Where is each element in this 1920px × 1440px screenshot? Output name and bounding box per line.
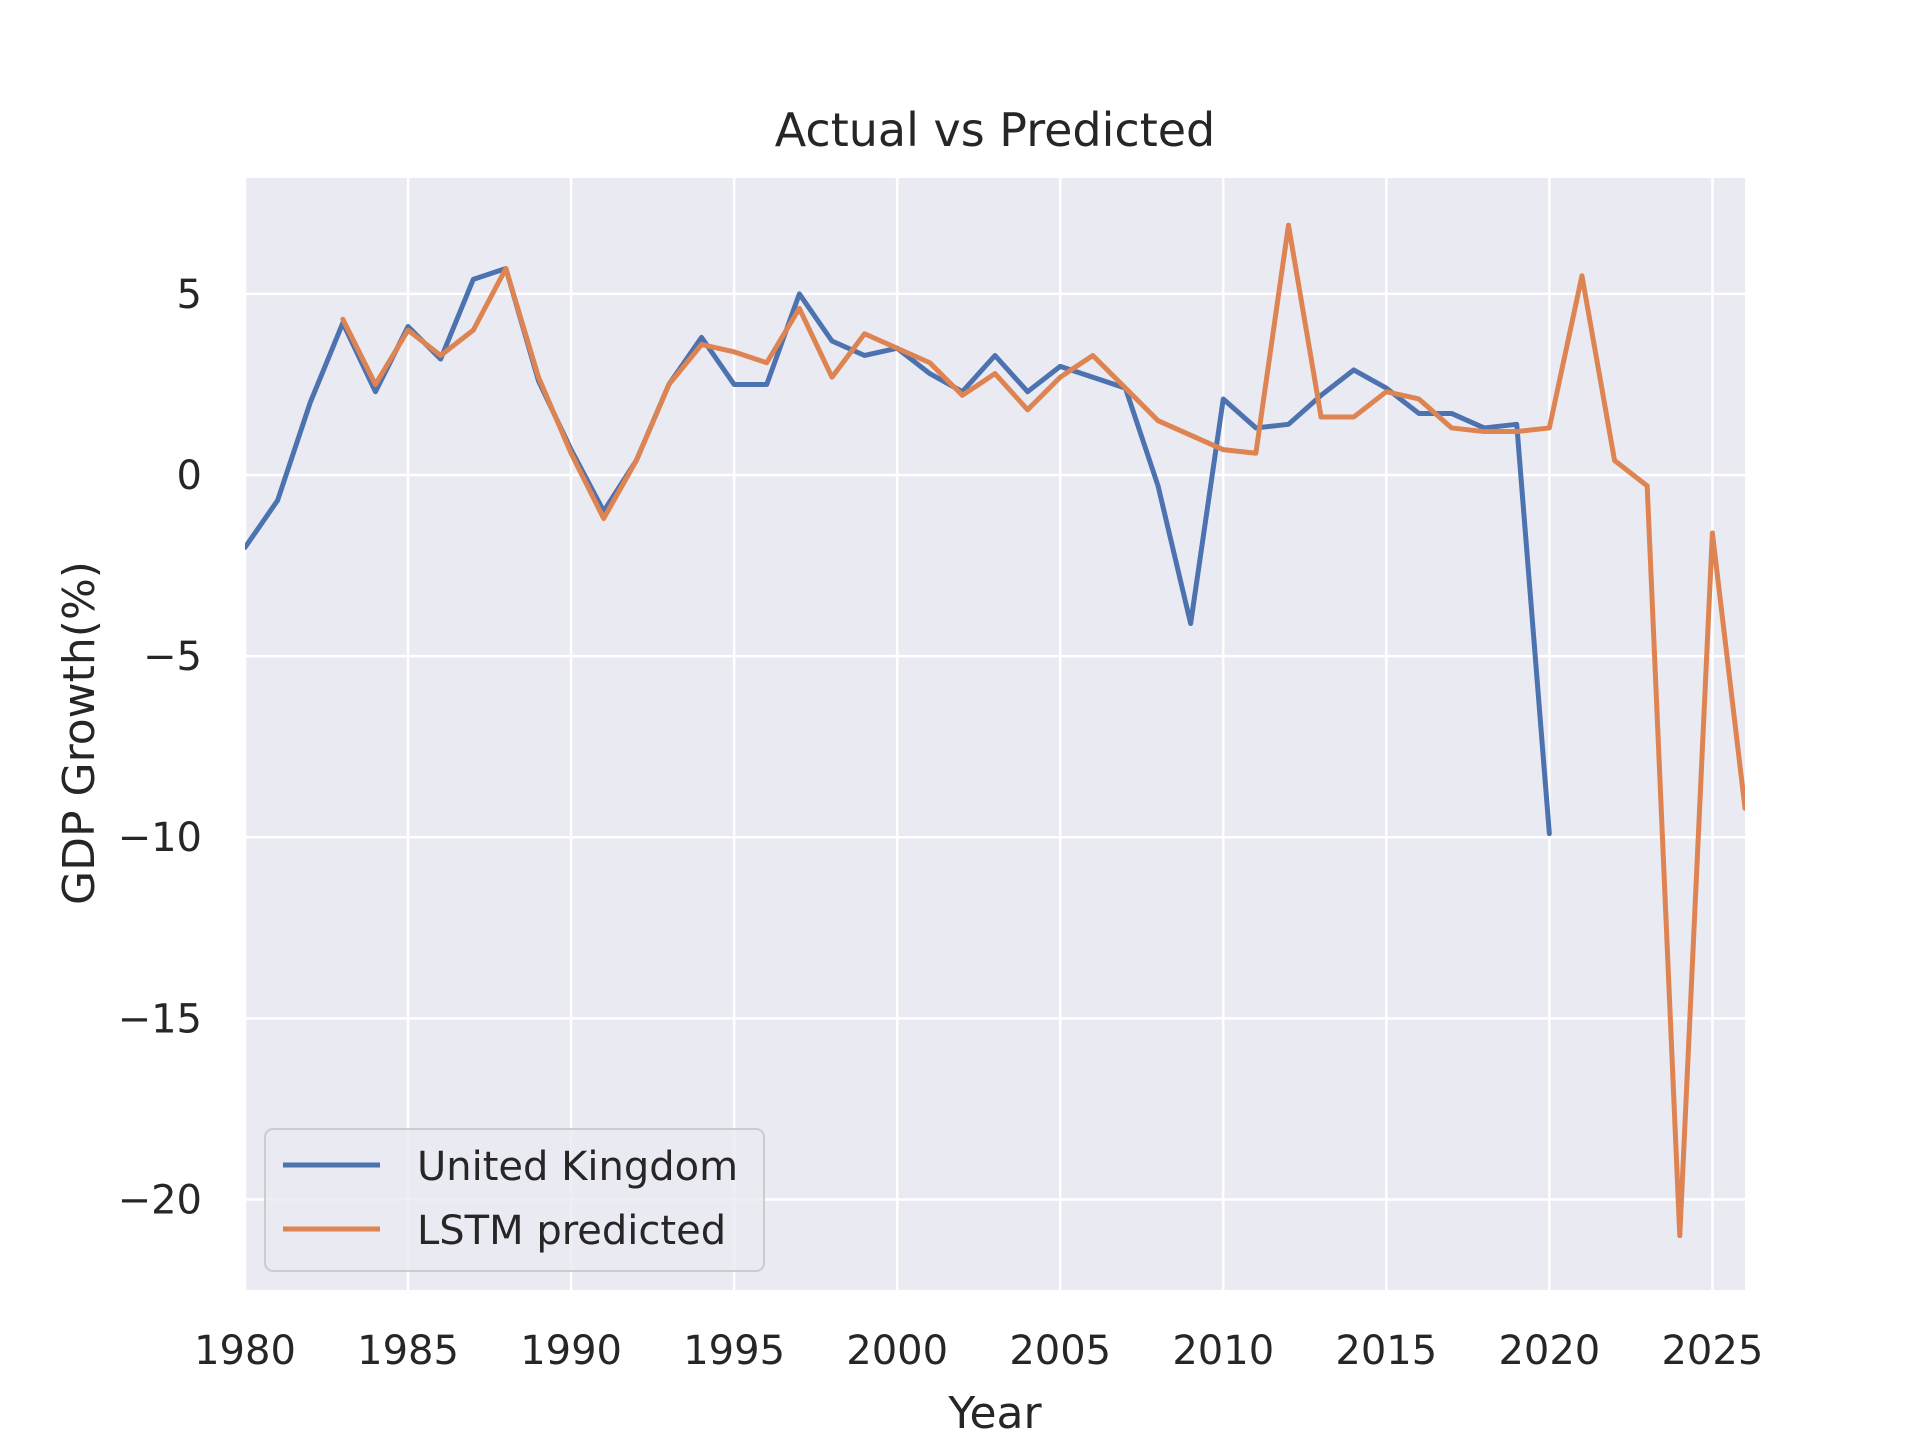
y-tick-labels: 5 0 −5 −10 −15 −20 [118, 272, 202, 1224]
x-gridlines [243, 178, 1714, 1290]
y-axis-label: GDP Growth(%) [54, 561, 105, 905]
chart-title: Actual vs Predicted [775, 103, 1215, 157]
x-tick-label: 1990 [520, 1328, 622, 1374]
x-tick-label: 2015 [1335, 1328, 1437, 1374]
plot-area [245, 178, 1745, 1290]
legend-label-lstm-predicted: LSTM predicted [417, 1208, 726, 1254]
y-tick-label: 0 [177, 453, 202, 499]
x-tick-label: 2000 [846, 1328, 948, 1374]
legend-box [264, 1128, 765, 1272]
series-line-lstm-predicted [340, 222, 1745, 1239]
y-tick-label: −5 [143, 634, 202, 680]
y-tick-label: 5 [177, 272, 202, 318]
legend-label-united-kingdom: United Kingdom [417, 1144, 738, 1190]
x-tick-label: 2020 [1498, 1328, 1600, 1374]
series-layer [245, 222, 1745, 1239]
y-tick-label: −10 [118, 815, 202, 861]
x-tick-label: 1980 [194, 1328, 296, 1374]
x-tick-label: 2005 [1009, 1328, 1111, 1374]
x-axis-label: Year [947, 1388, 1042, 1439]
y-tick-label: −15 [118, 996, 202, 1042]
x-tick-label: 1985 [357, 1328, 459, 1374]
legend: United Kingdom LSTM predicted [264, 1128, 765, 1272]
x-tick-labels: 1980 1985 1990 1995 2000 2005 2010 2015 2020 2025 [194, 1328, 1763, 1374]
x-tick-label: 2025 [1661, 1328, 1763, 1374]
y-tick-label: −20 [118, 1177, 202, 1223]
x-tick-label: 1995 [683, 1328, 785, 1374]
x-tick-label: 2010 [1172, 1328, 1274, 1374]
